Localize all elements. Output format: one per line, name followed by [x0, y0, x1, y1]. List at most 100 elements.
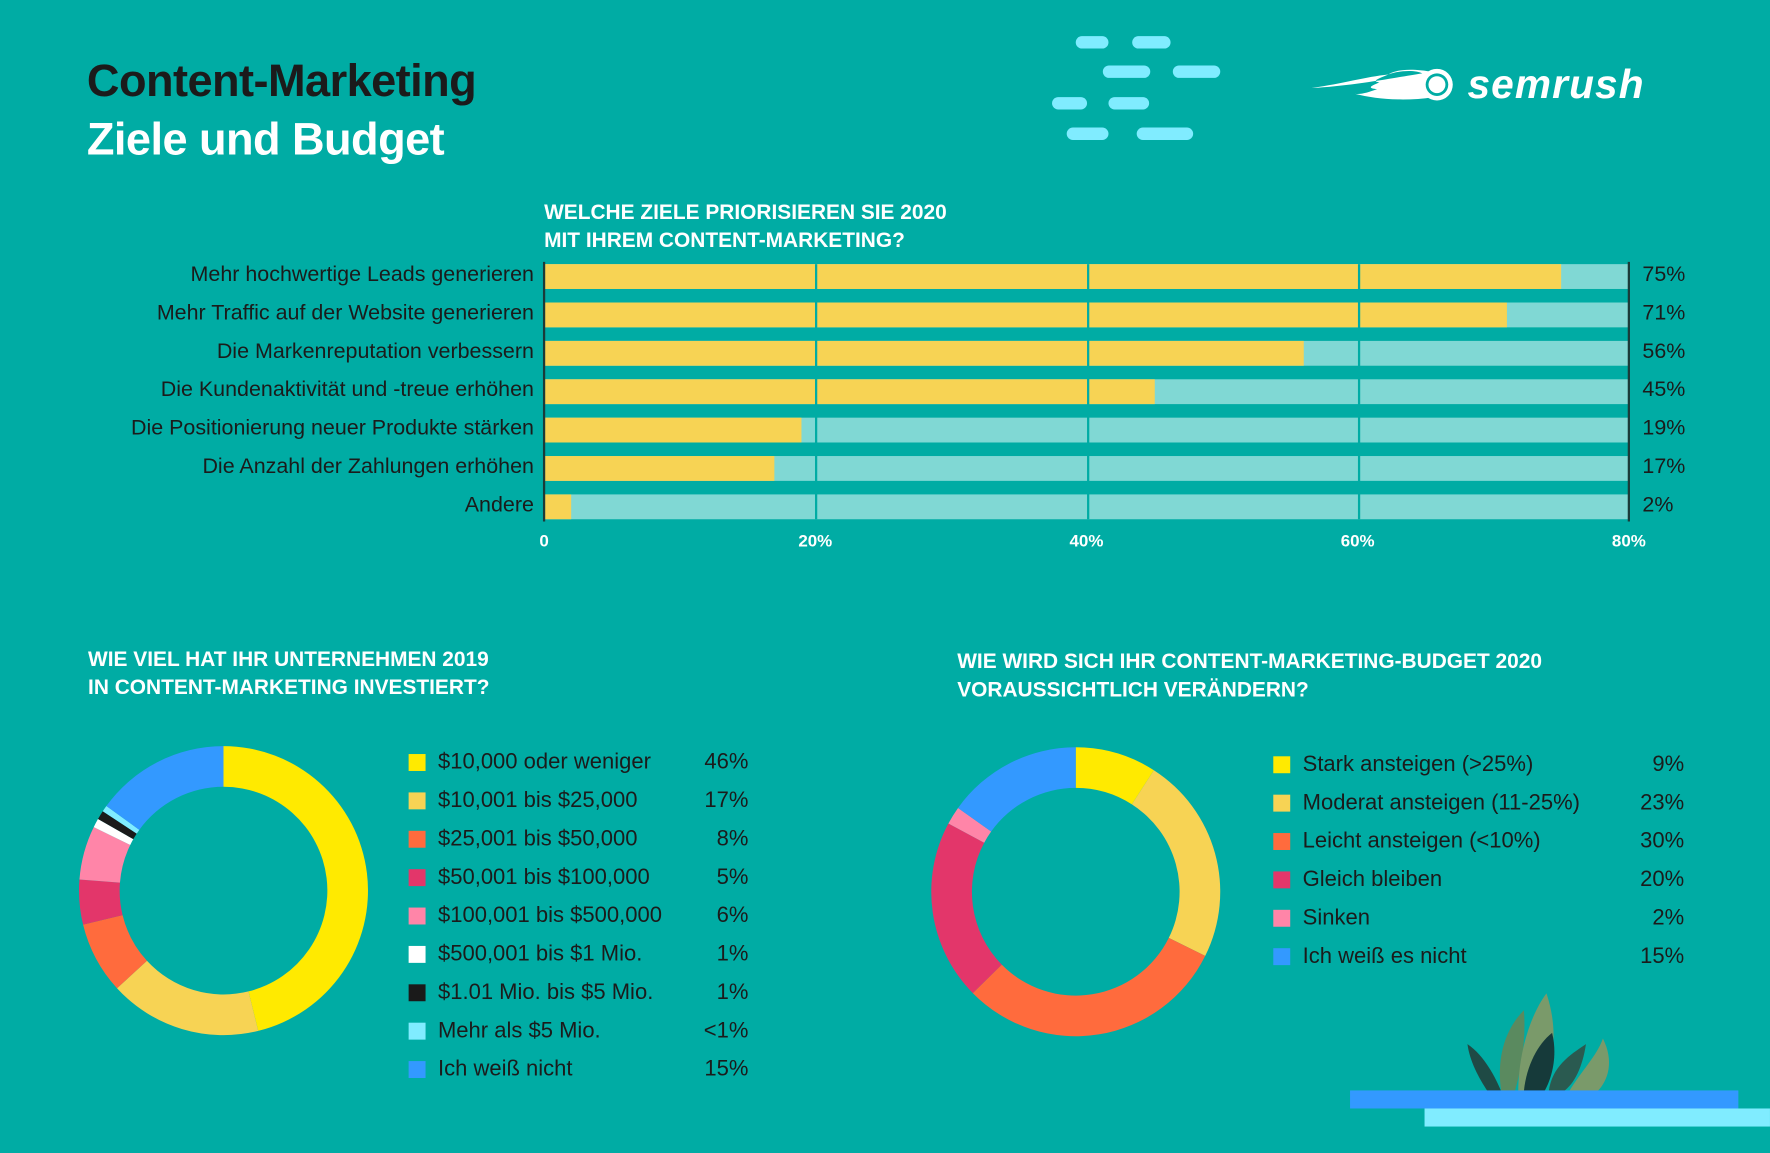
- bar-chart-title: WELCHE ZIELE PRIORISIEREN SIE 2020 MIT I…: [544, 198, 947, 254]
- bar: [544, 379, 1155, 405]
- donut-chart-investment: [79, 746, 368, 1036]
- legend-label: $1.01 Mio. bis $5 Mio.: [437, 979, 654, 1005]
- legend-value: 23%: [1640, 790, 1685, 815]
- gridline: [1086, 264, 1089, 520]
- bar: [544, 302, 1507, 328]
- blue-stripe-decoration: [1350, 1090, 1739, 1109]
- legend-swatch: [408, 984, 426, 1002]
- legend-item: Moderat ansteigen (11-25%) 23%: [1273, 790, 1684, 815]
- legend-item: Sinken 2%: [1273, 905, 1684, 930]
- donut1-title-line2: IN CONTENT-MARKETING INVESTIERT?: [88, 675, 490, 699]
- light-stripe-decoration: [1424, 1108, 1770, 1127]
- bar-value-label: 45%: [1642, 378, 1686, 402]
- legend-value: 6%: [716, 903, 749, 928]
- legend-label: $10,000 oder weniger: [437, 749, 651, 775]
- donut-slice: [106, 746, 224, 830]
- bar-value-label: 17%: [1642, 454, 1686, 479]
- legend-swatch: [1273, 794, 1291, 812]
- donut-slice: [948, 807, 992, 843]
- donut-slice: [1075, 747, 1154, 805]
- legend-swatch: [408, 869, 426, 887]
- legend-label: $50,001 bis $100,000: [437, 864, 650, 890]
- legend-swatch: [408, 1061, 426, 1079]
- bar-category-label: Mehr hochwertige Leads generieren: [190, 263, 534, 287]
- legend-value: 17%: [704, 787, 749, 813]
- legend-swatch: [1273, 871, 1291, 889]
- legend-swatch: [1273, 756, 1291, 774]
- bar: [544, 340, 1304, 366]
- legend-swatch: [408, 907, 426, 925]
- bar-value-label: 2%: [1642, 493, 1674, 517]
- bar-category-label: Andere: [464, 493, 534, 517]
- bar-category-label: Die Markenreputation verbessern: [216, 339, 534, 364]
- legend-label: Stark ansteigen (>25%): [1302, 751, 1534, 777]
- legend-swatch: [1273, 948, 1291, 966]
- donut-chart-budget-change: [931, 747, 1221, 1037]
- legend-value: 46%: [704, 749, 749, 775]
- legend-item: $500,001 bis $1 Mio. 1%: [408, 941, 748, 967]
- legend-label: Moderat ansteigen (11-25%): [1302, 790, 1580, 815]
- x-tick-label: 60%: [1340, 531, 1375, 551]
- legend-label: $500,001 bis $1 Mio.: [437, 941, 643, 967]
- bar-category-label: Die Kundenaktivität und -treue erhöhen: [160, 378, 534, 402]
- legend-label: $25,001 bis $50,000: [437, 826, 638, 852]
- bar-value-label: 19%: [1642, 416, 1686, 441]
- legend-label: Sinken: [1302, 905, 1370, 931]
- bar-value-label: 75%: [1642, 263, 1686, 287]
- legend-value: <1%: [703, 1018, 749, 1044]
- bar-category-label: Die Anzahl der Zahlungen erhöhen: [202, 454, 534, 479]
- legend-item: $100,001 bis $500,000 6%: [408, 903, 749, 928]
- legend-item: $25,001 bis $50,000 8%: [408, 826, 749, 852]
- legend-swatch: [408, 945, 426, 963]
- bar: [544, 494, 572, 520]
- axis-line: [1627, 261, 1630, 522]
- legend-label: $100,001 bis $500,000: [437, 903, 662, 928]
- bar-chart-title-line2: MIT IHREM CONTENT-MARKETING?: [544, 228, 905, 252]
- donut-slice: [79, 879, 123, 925]
- bar: [544, 264, 1562, 289]
- legend-label: Leicht ansteigen (<10%): [1302, 828, 1541, 854]
- bar-value-label: 71%: [1642, 301, 1686, 326]
- legend-swatch: [1273, 833, 1291, 850]
- legend-label: $10,001 bis $25,000: [437, 787, 638, 813]
- x-tick-label: 20%: [798, 531, 833, 551]
- legend-item: $10,000 oder weniger 46%: [408, 749, 749, 775]
- legend-item: Stark ansteigen (>25%) 9%: [1273, 752, 1684, 777]
- bar: [544, 417, 802, 443]
- semrush-wordmark: semrush: [1467, 60, 1645, 108]
- semrush-logo: semrush: [1309, 60, 1687, 108]
- legend-value: 30%: [1640, 828, 1685, 854]
- legend-label: Gleich bleiben: [1302, 866, 1443, 892]
- donut-slice: [79, 827, 131, 883]
- legend-value: 8%: [716, 826, 749, 852]
- legend-swatch: [1273, 909, 1291, 927]
- page-title: Content-Marketing: [86, 56, 477, 107]
- x-tick-label: 80%: [1611, 531, 1646, 551]
- legend-value: 5%: [716, 864, 749, 890]
- legend-value: 1%: [716, 979, 749, 1005]
- x-tick-label: 40%: [1069, 531, 1104, 551]
- legend-item: Mehr als $5 Mio. <1%: [408, 1018, 749, 1044]
- donut-slice: [93, 819, 134, 845]
- bar: [544, 456, 775, 481]
- donut-slice: [972, 937, 1206, 1037]
- donut-slice: [97, 811, 137, 840]
- donut1-title: WIE VIEL HAT IHR UNTERNEHMEN 2019 IN CON…: [88, 645, 489, 701]
- legend-item: Gleich bleiben 20%: [1273, 867, 1684, 892]
- plant-icon: [1467, 993, 1610, 1092]
- legend-item: $1.01 Mio. bis $5 Mio. 1%: [408, 979, 749, 1005]
- legend-value: 2%: [1652, 905, 1685, 931]
- gridline: [1357, 264, 1360, 520]
- donut-slice: [958, 747, 1076, 832]
- bar-chart-title-line1: WELCHE ZIELE PRIORISIEREN SIE 2020: [544, 199, 947, 224]
- legend-swatch: [408, 792, 426, 810]
- donut-slice: [102, 806, 140, 834]
- bar-value-label: 56%: [1642, 339, 1686, 364]
- axis-line: [542, 261, 546, 522]
- legend-label: Ich weiß nicht: [437, 1056, 573, 1082]
- donut1-title-line1: WIE VIEL HAT IHR UNTERNEHMEN 2019: [88, 646, 489, 671]
- page-subtitle: Ziele und Budget: [86, 115, 445, 165]
- donut-slice: [223, 746, 368, 1031]
- legend-label: Ich weiß es nicht: [1302, 943, 1467, 969]
